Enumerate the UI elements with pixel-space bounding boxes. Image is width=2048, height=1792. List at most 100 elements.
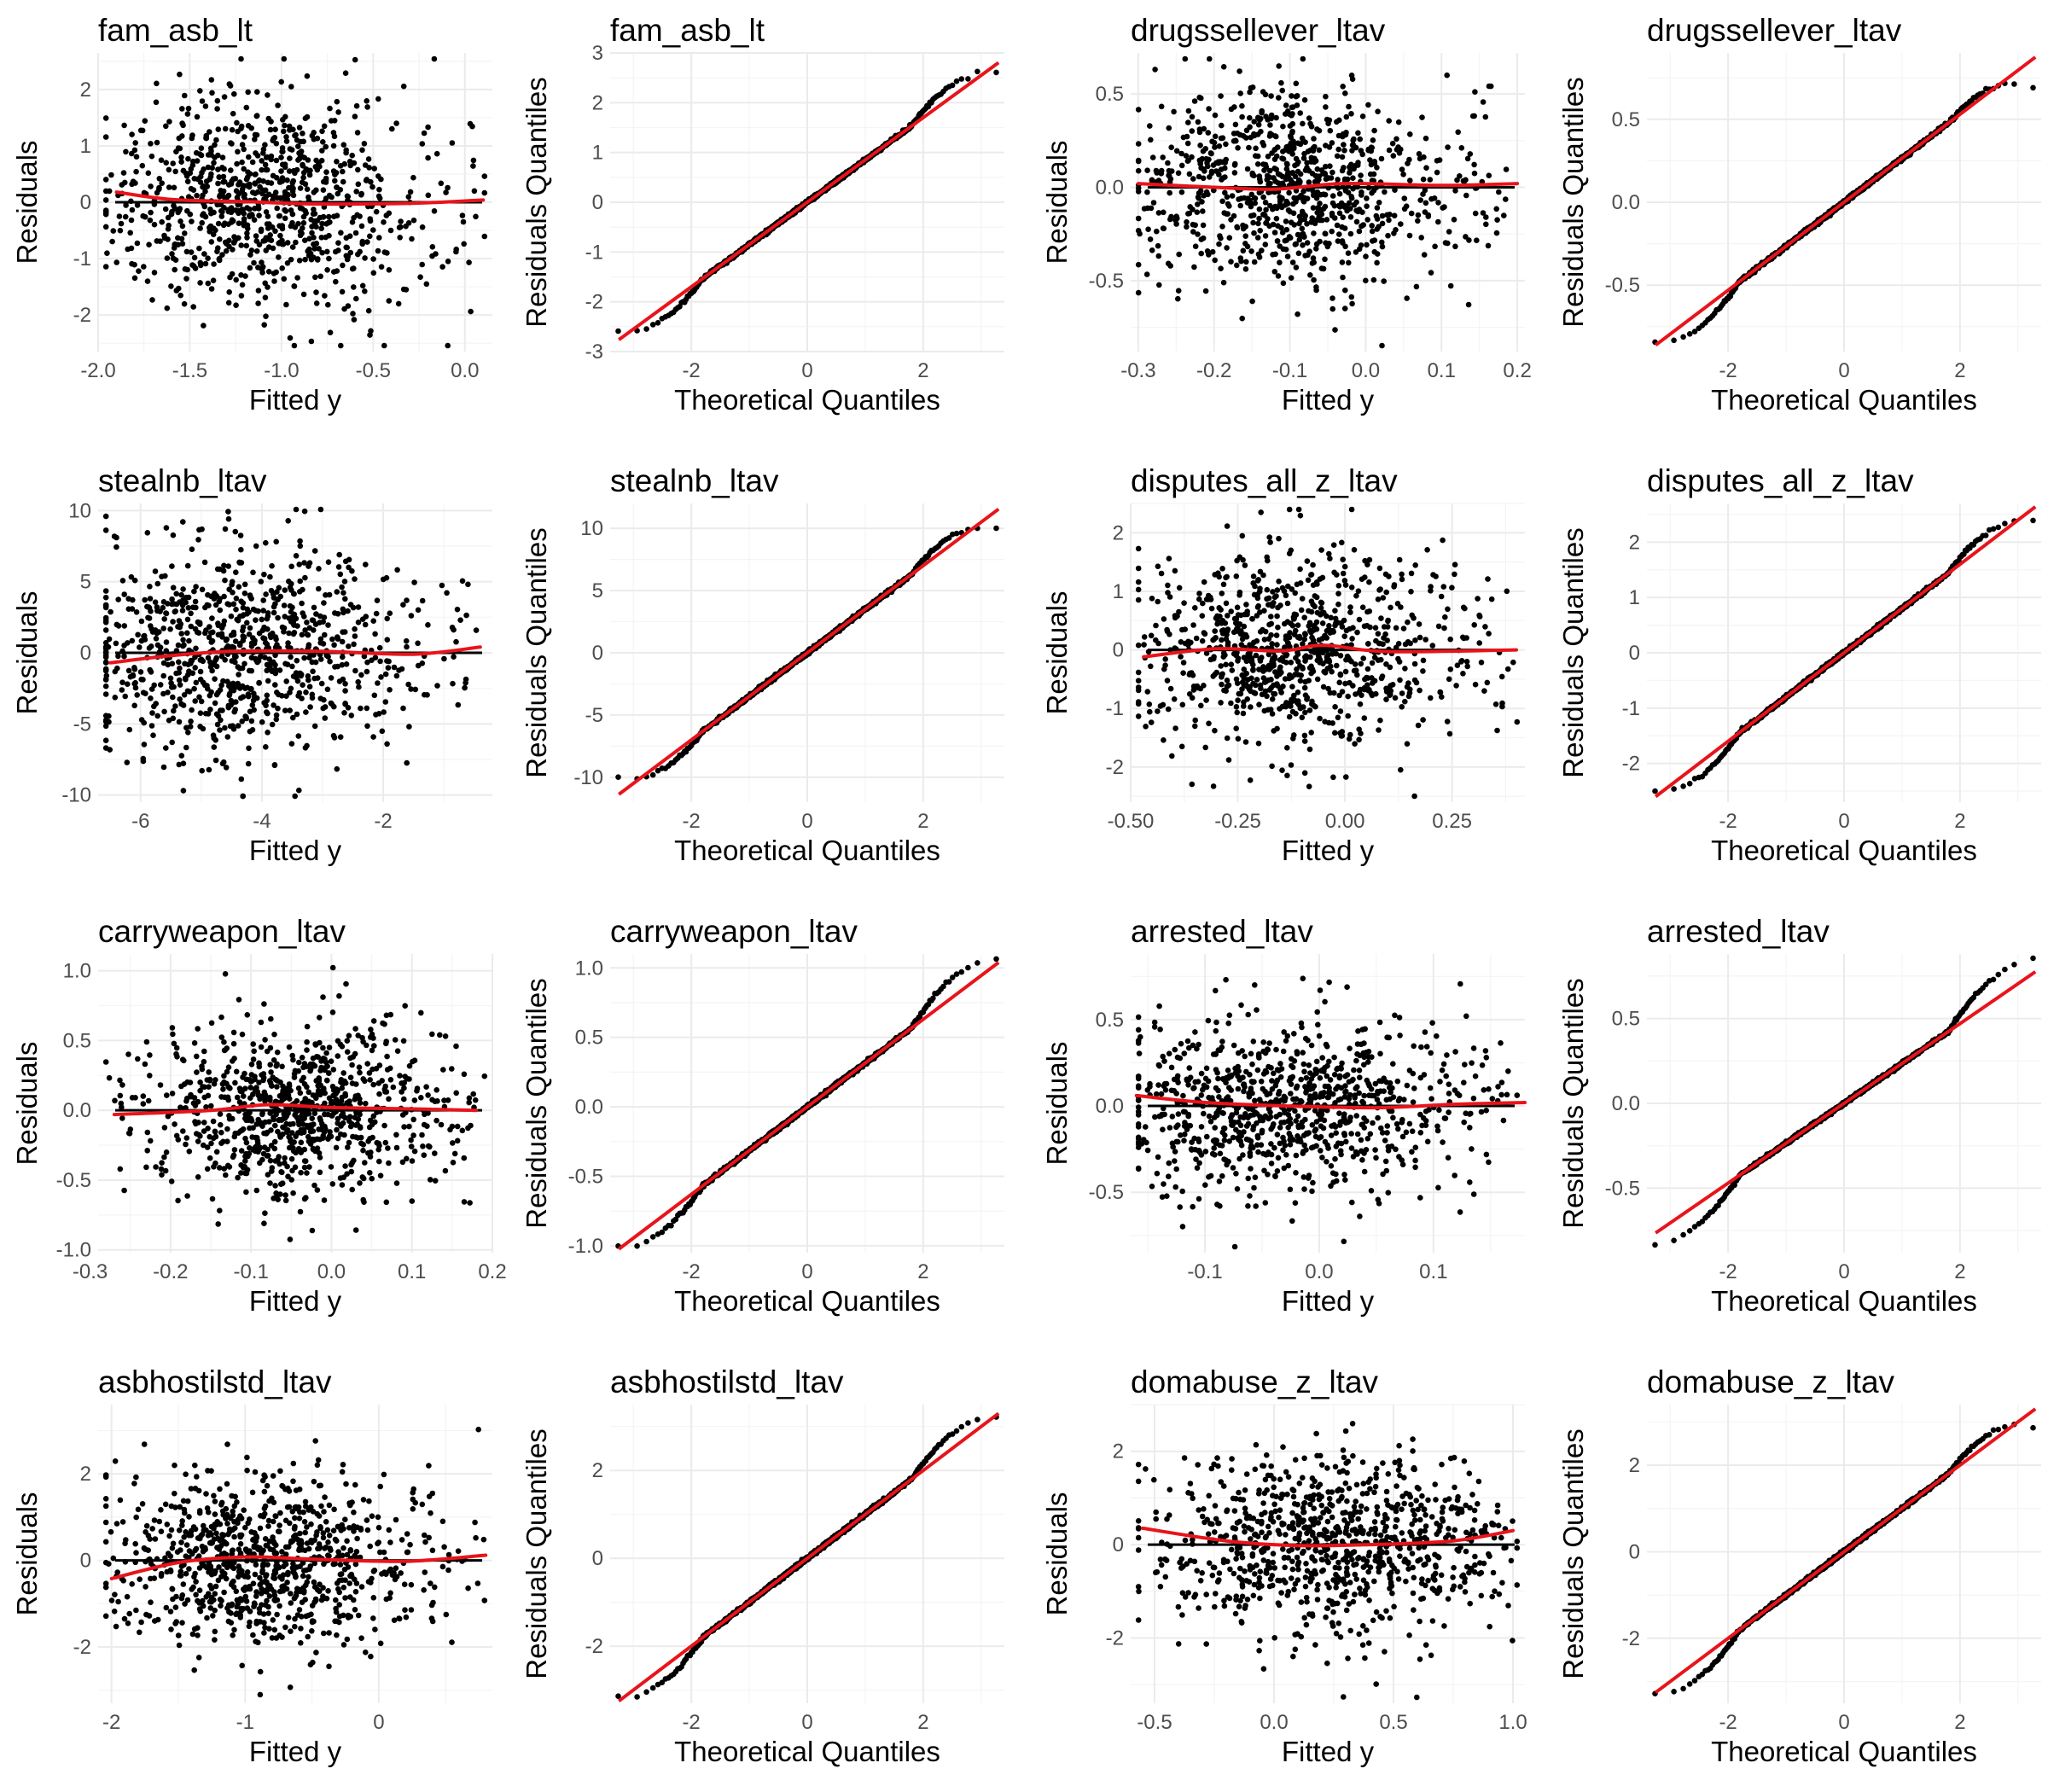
residual-point — [226, 243, 232, 250]
residual-point — [287, 155, 293, 161]
residual-point — [1494, 217, 1500, 223]
residual-point — [481, 233, 488, 240]
residual-point — [191, 685, 197, 692]
residual-point — [1280, 246, 1287, 253]
residual-point — [396, 224, 403, 230]
residual-point — [121, 122, 127, 129]
residual-point — [382, 699, 389, 705]
residual-point — [1220, 64, 1227, 70]
residual-point — [1395, 144, 1401, 150]
residual-point — [121, 643, 127, 649]
residual-point — [1283, 218, 1289, 224]
residual-point — [189, 218, 195, 224]
residual-point — [264, 221, 271, 227]
residual-point — [225, 702, 232, 709]
y-tick-label: 5 — [80, 571, 91, 594]
residual-point — [1278, 204, 1285, 211]
residual-point — [350, 604, 357, 611]
y-axis-label: Residuals Quantiles — [1557, 77, 1589, 328]
residual-point — [166, 166, 172, 173]
residual-point — [384, 658, 390, 664]
residual-point — [1202, 288, 1209, 294]
residual-point — [1219, 224, 1225, 230]
residual-point — [1218, 135, 1225, 142]
residual-point — [159, 180, 165, 186]
residual-point — [165, 214, 172, 221]
residual-point — [1141, 206, 1148, 212]
residual-point — [180, 586, 186, 592]
residual-point — [1347, 230, 1354, 237]
residual-point — [170, 619, 176, 625]
residual-point — [334, 589, 340, 595]
residual-point — [358, 672, 364, 678]
residual-point — [331, 118, 338, 124]
residual-point — [241, 146, 247, 153]
residual-point — [317, 640, 324, 646]
residual-point — [312, 274, 318, 281]
x-tick-label: 0.2 — [1503, 359, 1531, 382]
residual-point — [375, 96, 381, 102]
residual-point — [425, 622, 431, 628]
residual-point — [262, 142, 268, 148]
residual-point — [154, 139, 160, 146]
residual-point — [1322, 230, 1329, 237]
residual-point — [301, 614, 307, 620]
residual-point — [1242, 224, 1248, 230]
residual-point — [327, 105, 333, 112]
residual-point — [319, 220, 325, 227]
residual-point — [350, 311, 356, 317]
residual-point — [329, 701, 335, 707]
residual-point — [164, 305, 171, 311]
residual-point — [287, 689, 293, 695]
residual-point — [102, 691, 109, 697]
residual-point — [166, 717, 172, 724]
residual-point — [184, 562, 191, 569]
residual-point — [222, 577, 228, 584]
residual-point — [164, 255, 171, 261]
residual-point — [114, 665, 120, 672]
residual-point — [173, 591, 179, 597]
residual-point — [1367, 171, 1374, 177]
residual-point — [1263, 207, 1269, 213]
residual-point — [267, 573, 273, 580]
residual-point — [357, 213, 363, 219]
residual-point — [465, 581, 471, 588]
residual-point — [400, 83, 407, 90]
residual-point — [131, 680, 137, 687]
residual-point — [1135, 107, 1142, 113]
residual-point — [283, 138, 290, 144]
residual-point — [1200, 175, 1207, 182]
residual-point — [1348, 73, 1355, 79]
residual-point — [220, 188, 227, 195]
residual-point — [1417, 155, 1423, 162]
residual-point — [425, 154, 431, 161]
residual-point — [157, 608, 163, 614]
residual-point — [169, 660, 176, 666]
residual-point — [286, 579, 292, 585]
residual-point — [214, 97, 221, 104]
residual-point — [192, 665, 198, 671]
residual-point — [129, 131, 135, 137]
residual-point — [1212, 133, 1219, 140]
residual-point — [265, 730, 271, 736]
residual-point — [340, 168, 346, 175]
residual-point — [272, 189, 279, 195]
residual-point — [332, 177, 338, 184]
residual-point — [128, 245, 135, 252]
residual-point — [1135, 215, 1142, 222]
residual-point — [1356, 246, 1363, 253]
residual-point — [287, 602, 294, 609]
residual-point — [321, 123, 328, 130]
y-tick-label: 0 — [592, 191, 603, 214]
y-tick-label: 10 — [580, 517, 603, 540]
residual-point — [1203, 189, 1210, 195]
residual-point — [225, 515, 232, 522]
residual-point — [1343, 203, 1350, 209]
residual-point — [1335, 132, 1342, 139]
residual-point — [346, 158, 353, 165]
residual-point — [265, 678, 271, 684]
residual-point — [184, 111, 191, 117]
residual-point — [264, 154, 271, 160]
residual-point — [195, 176, 201, 183]
residual-point — [261, 571, 267, 578]
